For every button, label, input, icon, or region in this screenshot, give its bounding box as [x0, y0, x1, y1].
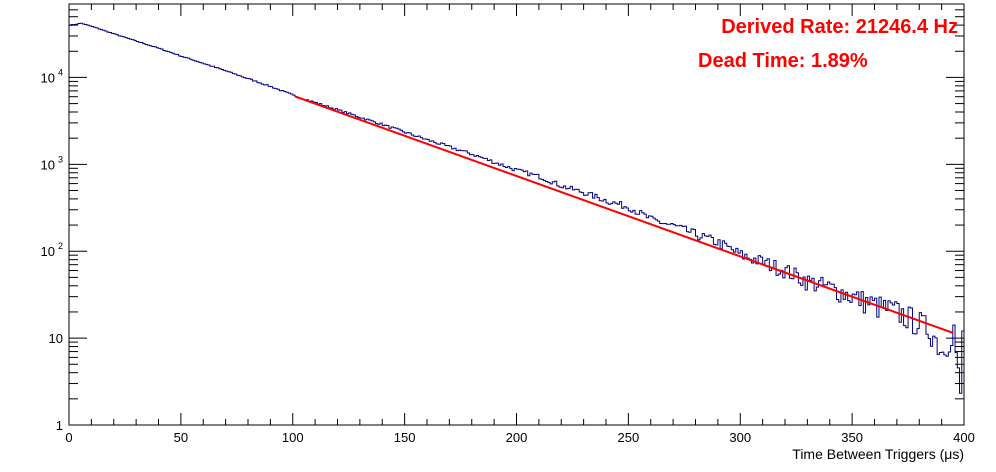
histogram-series	[69, 22, 964, 394]
x-tick-label: 50	[174, 430, 188, 445]
x-tick-label: 200	[506, 430, 528, 445]
y-tick-label: 1	[56, 418, 63, 433]
y-tick-label: 10	[49, 331, 63, 346]
x-tick-label: 100	[282, 430, 304, 445]
derived-rate-annotation: Derived Rate: 21246.4 Hz	[721, 16, 958, 38]
fit-curve	[294, 95, 954, 334]
x-tick-label: 0	[65, 430, 72, 445]
y-tick-exponent: 4	[58, 67, 63, 77]
x-axis-ticks: 0 50 100 150 200 250 300 350 400	[65, 4, 975, 445]
x-tick-label: 150	[394, 430, 416, 445]
y-tick-exponent: 3	[58, 154, 63, 164]
dead-time-annotation: Dead Time: 1.89%	[698, 50, 868, 72]
x-axis-title: Time Between Triggers (μs)	[792, 446, 964, 462]
y-tick-label: 10	[41, 70, 55, 85]
x-tick-label: 350	[841, 430, 863, 445]
x-tick-label: 300	[729, 430, 751, 445]
y-tick-label: 10	[41, 244, 55, 259]
y-tick-exponent: 2	[58, 241, 63, 251]
x-tick-label: 400	[953, 430, 975, 445]
x-tick-label: 250	[618, 430, 640, 445]
y-tick-label: 10	[41, 157, 55, 172]
